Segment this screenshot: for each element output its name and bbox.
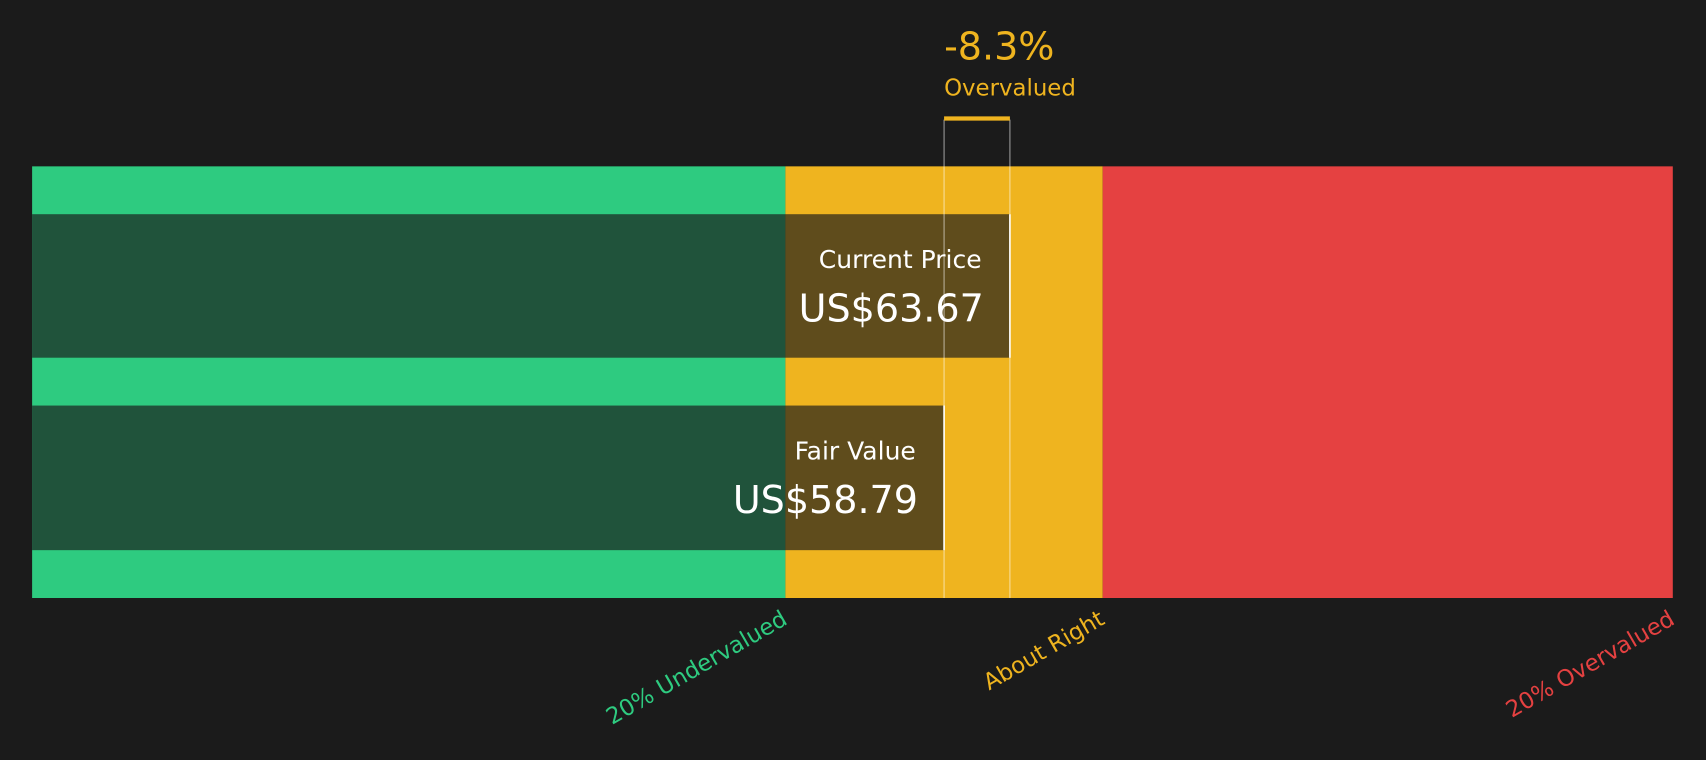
zone-label: About Right xyxy=(979,606,1109,696)
zone-label: 20% Undervalued xyxy=(602,606,792,730)
difference-text: Overvalued xyxy=(944,76,1076,102)
bar xyxy=(32,214,1010,358)
zone-label: 20% Overvalued xyxy=(1502,606,1679,723)
zone xyxy=(1102,166,1673,598)
difference-value: -8.3% xyxy=(944,24,1054,68)
bar xyxy=(32,405,945,551)
bar-value: US$58.79 xyxy=(733,478,918,522)
bar-name: Current Price xyxy=(819,245,982,274)
bar-name: Fair Value xyxy=(795,436,916,465)
bar-value: US$63.67 xyxy=(799,286,984,330)
